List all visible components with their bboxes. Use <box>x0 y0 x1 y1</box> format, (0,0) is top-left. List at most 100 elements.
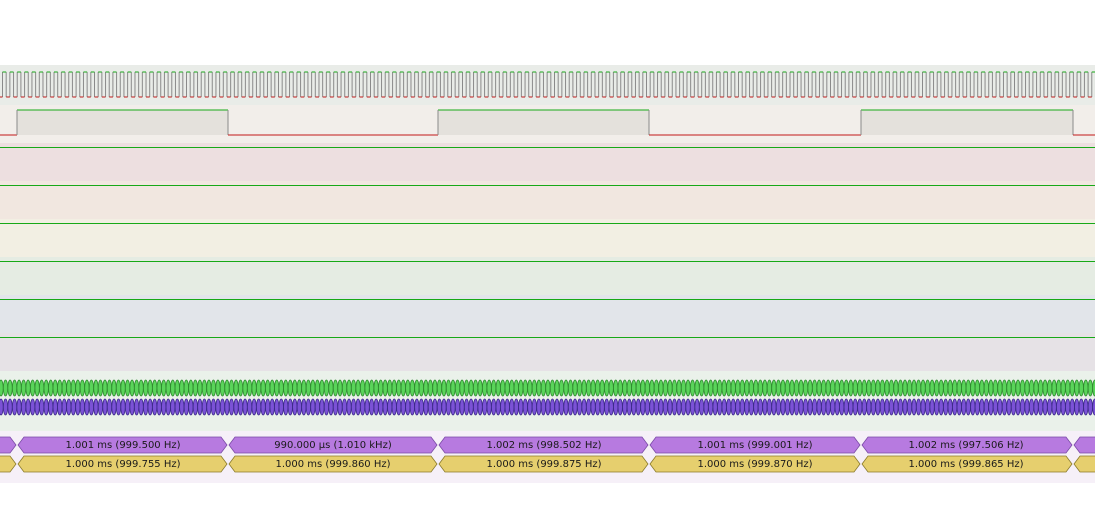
green-clock-pulse <box>875 379 881 397</box>
purple-clock-pulse <box>373 398 379 416</box>
purple-clock-pulse <box>509 398 515 416</box>
green-clock-pulse <box>251 379 257 397</box>
green-clock-pulse <box>20 379 27 397</box>
purple-clock-pulse <box>762 398 768 416</box>
row-background <box>0 143 1095 181</box>
green-clock-pulse <box>671 379 678 397</box>
green-clock-pulse <box>359 379 366 397</box>
green-clock-pulse <box>25 379 31 397</box>
green-clock-pulse <box>0 379 4 397</box>
purple-clock-pulse <box>387 398 393 416</box>
green-clock-pulse <box>57 379 63 397</box>
purple-clock-pulse <box>179 398 185 416</box>
purple-clock-pulse <box>558 398 565 416</box>
green-clock-pulse <box>590 379 596 397</box>
purple-clock-pulse <box>102 398 108 416</box>
green-clock-pulse <box>635 379 641 397</box>
purple-clock-pulse <box>527 398 533 416</box>
purple-clock-pulse <box>1038 398 1044 416</box>
purple-clock-pulse <box>161 398 167 416</box>
purple-clock-pulse <box>201 398 207 416</box>
purple-clock-pulse <box>25 398 31 416</box>
green-clock-pulse <box>432 379 438 397</box>
purple-clock-pulse <box>337 398 343 416</box>
green-clock-pulse <box>283 379 289 397</box>
green-clock-pulse <box>821 379 827 397</box>
purple-clock-pulse <box>61 398 67 416</box>
green-clock-pulse <box>798 379 804 397</box>
purple-clock-pulse <box>640 398 646 416</box>
green-clock-pulse <box>242 379 248 397</box>
period-annotation-shape <box>861 436 1073 454</box>
purple-clock-pulse <box>418 398 424 416</box>
purple-clock-pulse <box>753 398 759 416</box>
purple-clock-pulse <box>608 398 614 416</box>
purple-clock-pulse <box>816 398 822 416</box>
period-annotation-shape <box>649 436 861 454</box>
purple-clock-pulse <box>676 398 682 416</box>
green-clock-pulse <box>567 379 574 397</box>
green-clock-pulse <box>228 379 235 397</box>
green-clock-pulse <box>662 379 669 397</box>
green-clock-pulse <box>802 379 809 397</box>
green-clock-pulse <box>106 379 113 397</box>
green-clock-pulse <box>604 379 610 397</box>
green-clock-pulse <box>1015 379 1021 397</box>
purple-clock-pulse <box>694 398 700 416</box>
green-clock-pulse <box>780 379 786 397</box>
purple-clock-pulse <box>866 398 872 416</box>
pulse-high-fill <box>861 110 1073 135</box>
green-clock-pulse <box>310 379 316 397</box>
purple-clock-pulse <box>197 398 203 416</box>
period-annotation-shape <box>0 436 17 454</box>
purple-clock-pulse <box>400 398 406 416</box>
green-clock-pulse <box>979 379 985 397</box>
frequency-annotation-label: 1.000 ms (999.865 Hz) <box>908 459 1024 470</box>
green-clock-pulse <box>658 379 664 397</box>
green-clock-pulse <box>269 379 275 397</box>
green-clock-pulse <box>536 379 542 397</box>
green-clock-pulse <box>703 379 709 397</box>
green-clock-pulse <box>1033 379 1039 397</box>
purple-clock-pulse <box>830 398 836 416</box>
period-annotation-label: 1.001 ms (999.001 Hz) <box>697 440 813 451</box>
green-clock-pulse <box>667 379 673 397</box>
purple-clock-pulse <box>590 398 596 416</box>
green-clock-pulse <box>210 379 217 397</box>
purple-clock-pulse <box>807 398 813 416</box>
green-clock-pulse <box>689 379 696 397</box>
green-clock-pulse <box>323 379 330 397</box>
green-clock-pulse <box>1024 379 1030 397</box>
green-clock-pulse <box>554 379 560 397</box>
green-clock-pulse <box>30 379 36 397</box>
purple-clock-pulse <box>667 398 673 416</box>
green-clock-pulse <box>346 379 352 397</box>
green-clock-pulse <box>260 379 266 397</box>
purple-clock-pulse <box>219 398 226 416</box>
frequency-annotation-shape <box>17 455 228 473</box>
green-clock-pulse <box>839 379 845 397</box>
green-clock-pulse <box>102 379 108 397</box>
green-clock-pulse <box>341 379 348 397</box>
purple-clock-pulse <box>680 398 687 416</box>
purple-clock-pulse <box>328 398 334 416</box>
purple-clock-pulse <box>992 398 999 416</box>
purple-clock-pulse <box>784 398 791 416</box>
purple-clock-pulse <box>888 398 895 416</box>
green-clock-pulse <box>147 379 153 397</box>
purple-clock-pulse <box>1015 398 1021 416</box>
purple-clock-pulse <box>468 398 474 416</box>
green-clock-pulse <box>983 379 989 397</box>
period-annotation-shape <box>17 436 228 454</box>
purple-clock-pulse <box>604 398 610 416</box>
purple-clock-pulse <box>961 398 967 416</box>
purple-clock-pulse <box>811 398 818 416</box>
purple-clock-pulse <box>48 398 54 416</box>
green-clock-pulse <box>161 379 167 397</box>
purple-clock-pulse <box>911 398 917 416</box>
purple-clock-pulse <box>323 398 330 416</box>
purple-clock-pulse <box>735 398 741 416</box>
green-clock-pulse <box>558 379 565 397</box>
